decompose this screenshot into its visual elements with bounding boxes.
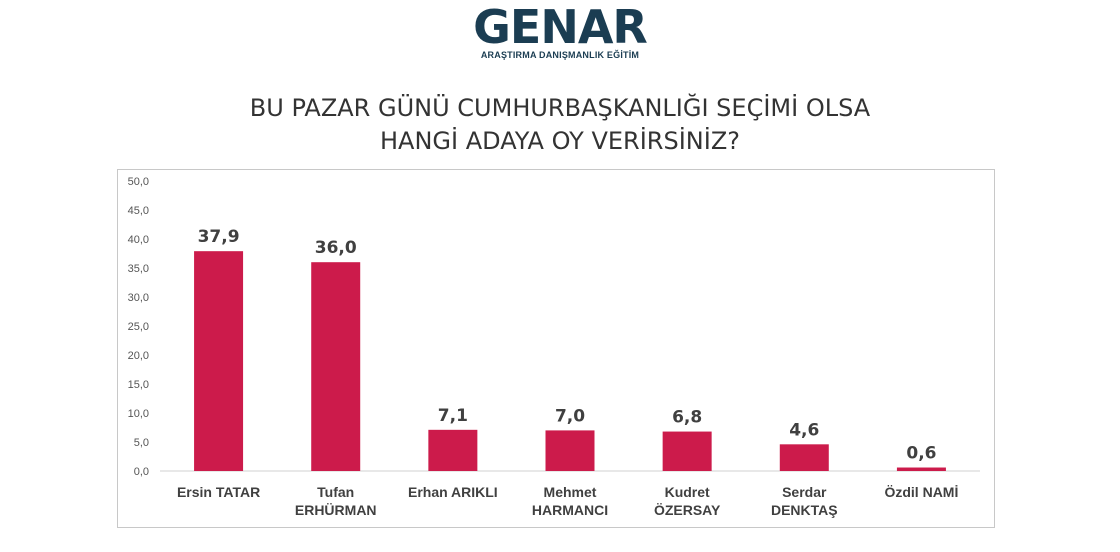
chart-frame xyxy=(117,169,995,528)
category-label: Serdar xyxy=(782,484,827,500)
bar xyxy=(779,444,829,471)
data-label: 6,8 xyxy=(672,408,702,428)
data-label: 37,9 xyxy=(198,227,240,247)
y-tick-label: 10,0 xyxy=(128,408,149,420)
y-tick-label: 20,0 xyxy=(128,350,149,362)
y-tick-label: 25,0 xyxy=(128,321,149,333)
category-label: Özdil NAMİ xyxy=(884,484,958,500)
y-tick-label: 40,0 xyxy=(128,234,149,246)
data-label: 7,0 xyxy=(555,406,585,426)
logo: GENAR ARAŞTIRMA DANIŞMANLIK EĞİTİM xyxy=(0,0,1120,70)
category-label: DENKTAŞ xyxy=(771,502,838,518)
category-label: Tufan xyxy=(317,484,354,500)
logo-tagline: ARAŞTIRMA DANIŞMANLIK EĞİTİM xyxy=(480,50,640,60)
bar xyxy=(194,251,244,471)
data-label: 0,6 xyxy=(906,444,936,464)
logo-wordmark: GENAR xyxy=(473,0,648,54)
y-tick-label: 50,0 xyxy=(128,176,149,188)
y-tick-label: 30,0 xyxy=(128,292,149,304)
category-label: ERHÜRMAN xyxy=(295,502,377,518)
bar xyxy=(545,430,595,471)
data-label: 7,1 xyxy=(438,406,468,426)
chart-title-line-2: HANGİ ADAYA OY VERİRSİNİZ? xyxy=(380,127,740,155)
data-label: 4,6 xyxy=(789,420,819,440)
chart-title-line-1: BU PAZAR GÜNÜ CUMHURBAŞKANLIĞI SEÇİMİ OL… xyxy=(249,94,871,122)
bar xyxy=(428,429,478,471)
y-tick-label: 35,0 xyxy=(128,263,149,275)
category-label: Mehmet xyxy=(544,484,597,500)
bar xyxy=(311,262,361,471)
category-label: HARMANCI xyxy=(532,502,608,518)
y-tick-label: 45,0 xyxy=(128,205,149,217)
y-tick-label: 15,0 xyxy=(128,379,149,391)
chart-title: BU PAZAR GÜNÜ CUMHURBAŞKANLIĞI SEÇİMİ OL… xyxy=(0,92,1120,158)
category-label: ÖZERSAY xyxy=(654,502,721,518)
bar xyxy=(662,431,712,471)
y-tick-label: 0,0 xyxy=(134,466,149,478)
category-label: Kudret xyxy=(665,484,710,500)
bar xyxy=(896,467,946,471)
data-label: 36,0 xyxy=(315,238,357,258)
category-label: Erhan ARIKLI xyxy=(408,484,498,500)
y-tick-label: 5,0 xyxy=(134,437,149,449)
category-label: Ersin TATAR xyxy=(177,484,260,500)
